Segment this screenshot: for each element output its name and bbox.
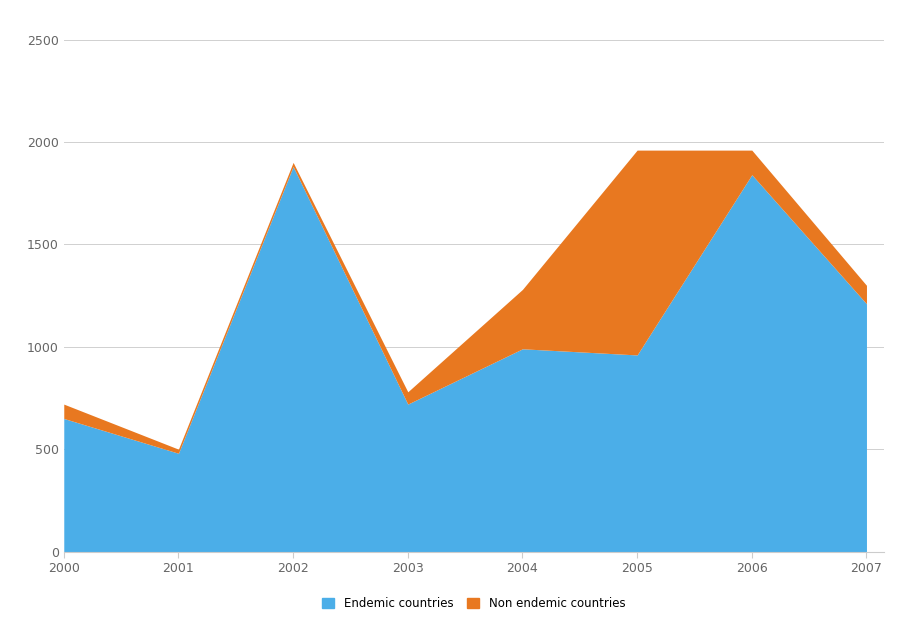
Legend: Endemic countries, Non endemic countries: Endemic countries, Non endemic countries (318, 592, 630, 615)
